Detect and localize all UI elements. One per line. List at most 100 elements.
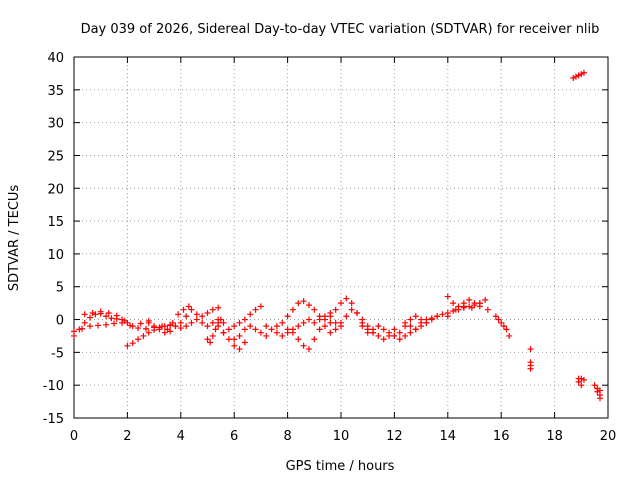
data-point: [172, 323, 179, 330]
data-point: [284, 326, 291, 333]
data-point: [204, 336, 211, 343]
data-point: [596, 395, 603, 402]
data-point: [338, 319, 344, 326]
data-point: [209, 306, 216, 313]
data-point: [268, 326, 275, 333]
data-point: [580, 376, 587, 383]
y-tick-label: 40: [47, 51, 64, 66]
data-point: [354, 309, 361, 316]
data-point: [594, 388, 601, 395]
series-arc-6: [164, 303, 192, 333]
data-point: [332, 319, 339, 326]
data-point: [407, 316, 414, 323]
data-point: [434, 313, 441, 320]
data-point: [348, 300, 355, 307]
data-point: [180, 306, 187, 313]
y-tick-label: -15: [43, 412, 64, 427]
data-point: [295, 323, 302, 330]
data-point: [305, 346, 312, 353]
x-tick-label: 12: [386, 429, 403, 444]
series-arc-11: [231, 323, 270, 343]
series-arc-25: [527, 346, 534, 372]
data-point: [444, 313, 451, 320]
series-arc-12: [263, 316, 312, 339]
data-point: [300, 298, 307, 305]
data-point: [580, 69, 587, 76]
data-point: [450, 308, 457, 315]
data-point: [103, 321, 110, 328]
data-point: [484, 306, 491, 313]
data-point: [257, 329, 264, 336]
data-point: [129, 340, 136, 347]
y-tick-label: 5: [56, 281, 64, 296]
data-point: [423, 316, 430, 323]
data-point: [113, 312, 120, 319]
data-point: [327, 319, 334, 326]
data-point: [527, 346, 534, 353]
data-point: [87, 314, 94, 321]
data-point: [391, 326, 398, 333]
data-point: [468, 304, 475, 311]
data-point: [241, 339, 248, 346]
data-point: [332, 306, 339, 313]
series-arc-13: [273, 298, 334, 330]
data-point: [402, 319, 409, 326]
data-point: [321, 323, 328, 330]
data-point: [124, 342, 131, 349]
data-point: [375, 332, 382, 339]
y-tick-label: 15: [47, 215, 64, 230]
data-point: [370, 326, 377, 333]
data-point: [412, 313, 419, 320]
data-point: [380, 336, 387, 343]
series-arc-3: [81, 308, 152, 330]
data-point: [161, 323, 168, 330]
y-tick-label: 25: [47, 149, 64, 164]
data-point: [482, 296, 489, 303]
y-tick-label: -5: [51, 346, 64, 361]
data-point: [188, 306, 195, 313]
data-point: [252, 326, 259, 333]
data-point: [450, 300, 457, 307]
data-point: [71, 328, 77, 335]
data-point: [209, 319, 216, 326]
series-arc-22: [444, 293, 489, 310]
data-point: [570, 75, 577, 82]
y-tick-label: -10: [43, 379, 64, 394]
data-point: [316, 326, 323, 333]
data-point: [500, 323, 507, 330]
data-point: [207, 339, 214, 346]
data-point: [596, 387, 603, 394]
data-point: [209, 332, 216, 339]
data-point: [145, 319, 152, 326]
data-point: [359, 323, 366, 330]
data-point: [396, 336, 403, 343]
x-tick-label: 14: [440, 429, 457, 444]
data-point: [247, 311, 254, 318]
data-point: [380, 326, 387, 333]
y-tick-label: 35: [47, 84, 64, 99]
data-point: [466, 303, 473, 310]
data-point: [578, 375, 585, 382]
data-point: [212, 326, 219, 333]
data-point: [343, 295, 350, 302]
series-arc-21: [418, 300, 483, 326]
data-point: [156, 326, 163, 333]
data-point: [220, 329, 227, 336]
data-point: [76, 326, 83, 333]
x-tick-label: 18: [546, 429, 563, 444]
data-point: [199, 313, 206, 320]
data-point: [185, 303, 192, 310]
data-point: [215, 304, 222, 311]
data-point: [439, 311, 446, 318]
y-tick-label: 0: [56, 314, 64, 329]
data-point: [236, 346, 243, 353]
axis-ticks: 0 2 4 6 8 10 12 14 16 18 20 -15 -10 -5 0 5 10 15 20 25 30 35 4…: [43, 51, 617, 444]
data-point: [183, 313, 190, 320]
data-point: [108, 315, 115, 322]
data-point: [225, 336, 232, 343]
data-point: [161, 329, 168, 336]
data-point: [279, 319, 286, 326]
data-point: [225, 326, 232, 333]
data-point: [127, 322, 134, 329]
data-point: [396, 329, 403, 336]
